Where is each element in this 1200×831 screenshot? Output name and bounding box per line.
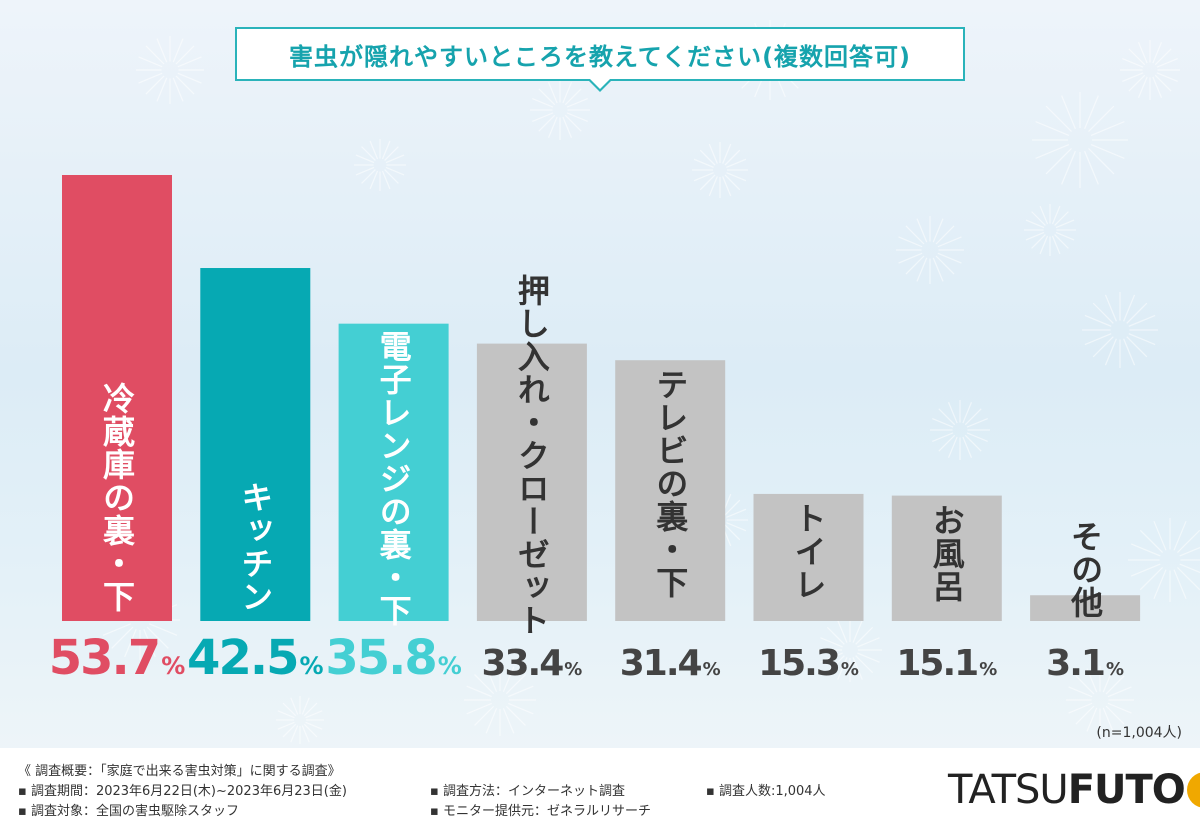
sparkle [818, 618, 882, 682]
sparkle [692, 142, 748, 198]
value-label: 31.4% [619, 643, 721, 684]
tatsufuto-logo: TATSU FUTO [948, 765, 1200, 815]
value-label: 53.7% [48, 630, 186, 686]
background-sparkles [100, 20, 1200, 744]
category-label: 電子レンジの裏・下 [374, 329, 413, 627]
sparkle [464, 664, 536, 736]
logo-text-tatsu: TATSU [948, 767, 1069, 813]
sparkle [1082, 292, 1158, 368]
bar-5 [615, 360, 726, 621]
bar-4 [476, 343, 587, 621]
sparkle [1032, 92, 1128, 188]
sparkle [930, 400, 990, 460]
bar-8 [1030, 595, 1141, 621]
category-label: 冷蔵庫の裏・下 [98, 382, 136, 613]
sample-size: (n=1,004人) [1096, 725, 1182, 741]
sparkle [136, 36, 204, 104]
bar-6 [753, 493, 864, 621]
value-label: 15.3% [758, 643, 859, 684]
sparkle [896, 216, 964, 284]
logo-play-icon [1186, 772, 1200, 808]
survey-target: ▪ 調査対象：全国の害虫駆除スタッフ [18, 804, 239, 819]
bar-7 [891, 495, 1002, 621]
survey-summary-title: 《 調査概要：「家庭で出来る害虫対策」に関する調査》 [18, 764, 341, 779]
category-label: トイレ [789, 501, 828, 601]
value-label: 35.8% [325, 630, 462, 686]
logo-text-futo: FUTO [1067, 767, 1186, 813]
chart-title-box: 害虫が隠れやすいところを教えてください(複数回答可) [235, 27, 965, 92]
category-label: その他 [1066, 520, 1105, 619]
category-label: テレビの裏・下 [651, 368, 690, 600]
sparkle [1120, 40, 1180, 100]
sparkle [1024, 204, 1076, 256]
survey-period: ▪ 調査期間：2023年6月22日(木)~2023年6月23日(金) [18, 784, 347, 799]
survey-footer: 《 調査概要：「家庭で出来る害虫対策」に関する調査》 ▪ 調査期間：2023年6… [0, 748, 1200, 831]
bars-group [62, 175, 1141, 621]
sparkle [1128, 518, 1200, 602]
value-label: 33.4% [481, 643, 583, 684]
survey-method: ▪ 調査方法：インターネット調査 [430, 784, 625, 799]
sparkle [354, 139, 406, 191]
survey-monitor-provider: ▪ モニター提供元：ゼネラルリサーチ [430, 804, 651, 819]
bar-3 [338, 323, 449, 621]
category-label: お風呂 [927, 503, 966, 603]
survey-count: ▪ 調査人数:1,004人 [706, 784, 826, 799]
value-label: 15.1% [896, 643, 998, 684]
sparkle [530, 80, 590, 140]
value-label: 42.5% [187, 630, 324, 686]
category-label: キッチン [236, 481, 275, 613]
value-label: 3.1% [1046, 643, 1124, 684]
sparkle [276, 696, 324, 744]
bar-2 [200, 268, 311, 621]
bar-1 [62, 175, 172, 621]
category-label: 押し入れ・クローゼット [512, 273, 551, 637]
sparkle [1066, 666, 1134, 734]
chart-title: 害虫が隠れやすいところを教えてください(複数回答可) [288, 42, 912, 71]
chart-canvas [62, 20, 1200, 744]
